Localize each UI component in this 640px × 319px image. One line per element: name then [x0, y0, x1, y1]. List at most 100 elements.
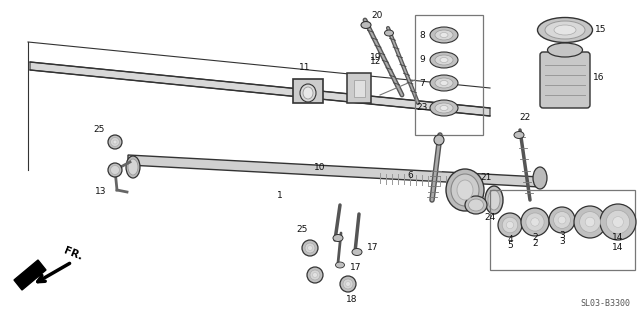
Text: FR.: FR. — [62, 245, 84, 262]
Ellipse shape — [435, 103, 453, 113]
Ellipse shape — [547, 43, 582, 57]
Text: 13: 13 — [95, 188, 107, 197]
Bar — [490, 190, 635, 270]
Ellipse shape — [128, 159, 138, 175]
Text: 10: 10 — [314, 164, 326, 173]
Ellipse shape — [312, 272, 317, 278]
Ellipse shape — [111, 137, 120, 146]
Text: 5: 5 — [507, 241, 513, 249]
Ellipse shape — [612, 217, 623, 227]
Ellipse shape — [310, 270, 320, 280]
Bar — [415, 15, 483, 135]
Ellipse shape — [451, 174, 479, 206]
Ellipse shape — [346, 281, 351, 286]
Ellipse shape — [113, 140, 117, 144]
Ellipse shape — [126, 156, 140, 178]
Text: 12: 12 — [371, 57, 381, 66]
Ellipse shape — [343, 279, 353, 289]
Text: 2: 2 — [532, 240, 538, 249]
Ellipse shape — [111, 166, 120, 174]
Ellipse shape — [446, 169, 484, 211]
Text: 16: 16 — [593, 73, 605, 83]
Ellipse shape — [488, 190, 500, 210]
Text: 14: 14 — [612, 243, 624, 253]
Text: 4: 4 — [507, 235, 513, 244]
Ellipse shape — [531, 218, 540, 226]
Ellipse shape — [554, 211, 570, 228]
Ellipse shape — [465, 196, 487, 214]
Ellipse shape — [307, 267, 323, 283]
Ellipse shape — [305, 243, 315, 253]
Ellipse shape — [440, 57, 448, 63]
Ellipse shape — [554, 25, 576, 35]
Ellipse shape — [430, 27, 458, 43]
Ellipse shape — [303, 87, 313, 99]
FancyBboxPatch shape — [293, 79, 323, 103]
Ellipse shape — [300, 84, 316, 102]
Text: 19: 19 — [371, 54, 381, 63]
Ellipse shape — [307, 246, 312, 250]
Ellipse shape — [485, 186, 503, 214]
Ellipse shape — [558, 216, 566, 224]
FancyBboxPatch shape — [347, 73, 371, 103]
Text: 14: 14 — [612, 234, 624, 242]
Polygon shape — [30, 62, 490, 116]
Polygon shape — [14, 260, 46, 290]
Ellipse shape — [435, 30, 453, 40]
Ellipse shape — [335, 262, 344, 268]
Ellipse shape — [580, 211, 600, 233]
Ellipse shape — [521, 208, 549, 236]
Text: 25: 25 — [93, 125, 105, 135]
Text: 22: 22 — [520, 114, 531, 122]
Text: 8: 8 — [419, 31, 425, 40]
Ellipse shape — [352, 249, 362, 256]
FancyBboxPatch shape — [353, 79, 365, 97]
Text: SL03-B3300: SL03-B3300 — [580, 299, 630, 308]
Ellipse shape — [434, 135, 444, 145]
Ellipse shape — [302, 240, 318, 256]
Ellipse shape — [457, 180, 473, 200]
Ellipse shape — [533, 167, 547, 189]
Text: 17: 17 — [350, 263, 362, 272]
Text: 21: 21 — [480, 174, 492, 182]
Ellipse shape — [440, 106, 448, 110]
Ellipse shape — [549, 207, 575, 233]
Ellipse shape — [538, 18, 593, 42]
Text: 3: 3 — [559, 236, 565, 246]
Text: 23: 23 — [416, 103, 428, 113]
Ellipse shape — [108, 163, 122, 177]
Ellipse shape — [430, 52, 458, 68]
Polygon shape — [128, 155, 540, 187]
Ellipse shape — [333, 234, 343, 241]
Text: 20: 20 — [371, 11, 383, 19]
Ellipse shape — [606, 210, 630, 234]
Ellipse shape — [108, 135, 122, 149]
Ellipse shape — [440, 33, 448, 38]
Text: 11: 11 — [300, 63, 311, 72]
Text: 1: 1 — [277, 190, 283, 199]
Text: 15: 15 — [595, 26, 607, 34]
Ellipse shape — [430, 100, 458, 116]
Ellipse shape — [468, 199, 483, 211]
Text: 9: 9 — [419, 56, 425, 64]
Ellipse shape — [545, 21, 585, 39]
Ellipse shape — [430, 75, 458, 91]
Text: 7: 7 — [419, 78, 425, 87]
Text: 24: 24 — [484, 212, 495, 221]
Text: 25: 25 — [296, 226, 308, 234]
Ellipse shape — [502, 217, 518, 233]
Text: 18: 18 — [346, 295, 358, 305]
Text: 17: 17 — [367, 242, 379, 251]
Ellipse shape — [600, 204, 636, 240]
Ellipse shape — [526, 213, 544, 231]
Ellipse shape — [435, 55, 453, 65]
Ellipse shape — [440, 80, 448, 85]
Ellipse shape — [435, 78, 453, 88]
Ellipse shape — [340, 276, 356, 292]
Ellipse shape — [385, 30, 394, 36]
Ellipse shape — [498, 213, 522, 237]
Ellipse shape — [585, 217, 595, 227]
FancyBboxPatch shape — [540, 52, 590, 108]
Text: 3: 3 — [559, 232, 565, 241]
Ellipse shape — [506, 221, 514, 229]
